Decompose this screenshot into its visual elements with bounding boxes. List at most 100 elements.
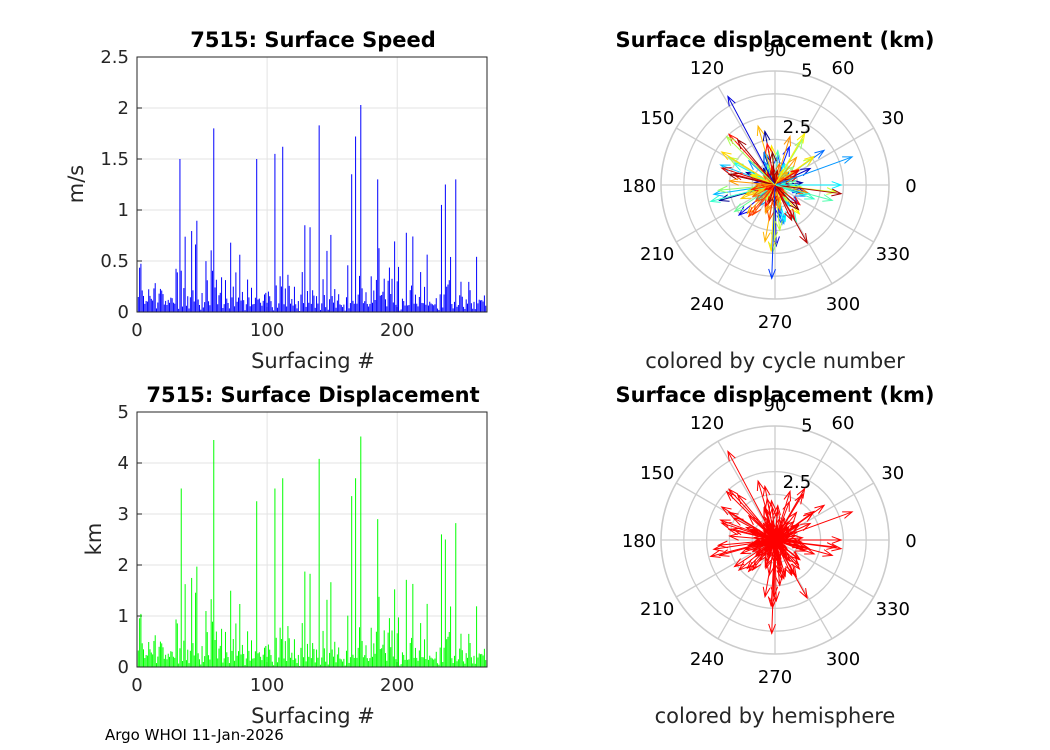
polar-cycle-arrow-head bbox=[786, 177, 795, 183]
polar-cycle-arrow-head bbox=[777, 213, 786, 226]
polar-cycle-chart: Surface displacement (km) colored by cyc… bbox=[615, 28, 934, 373]
polar-cycle-arrow-head bbox=[799, 232, 808, 245]
polar-hemisphere-arrow-head bbox=[763, 541, 769, 546]
polar-hemisphere-arrow-shaft bbox=[774, 539, 833, 556]
polar-cycle-arrow-head bbox=[804, 155, 816, 166]
polar-cycle-angle-label: 180 bbox=[622, 176, 656, 197]
disp-ytick-label: 4 bbox=[118, 453, 129, 474]
polar-cycle-spoke bbox=[774, 184, 875, 243]
polar-hemisphere-arrow-head bbox=[751, 560, 762, 572]
footer-credit: Argo WHOI 11-Jan-2026 bbox=[105, 726, 284, 744]
polar-cycle-arrow-shaft bbox=[774, 184, 833, 201]
polar-cycle-arrow-head bbox=[751, 190, 761, 198]
polar-cycle-arrow-head bbox=[768, 268, 776, 280]
polar-cycle-arrow-head bbox=[822, 194, 834, 202]
polar-cycle-arrow-shaft bbox=[771, 184, 776, 279]
polar-hemisphere-arrow-head bbox=[775, 517, 781, 526]
polar-hemisphere-arrow-head bbox=[789, 555, 800, 566]
polar-hemisphere-arrow-shaft bbox=[774, 525, 778, 541]
polar-hemisphere-arrow-head bbox=[775, 531, 779, 535]
polar-hemisphere-arrow-head bbox=[786, 563, 796, 575]
polar-hemisphere-arrow-head bbox=[718, 549, 730, 557]
polar-hemisphere-arrow-head bbox=[739, 546, 752, 555]
polar-hemisphere-angle-label: 270 bbox=[758, 667, 792, 688]
polar-hemisphere-angle-label: 90 bbox=[764, 395, 787, 416]
displacement-chart-title: 7515: Surface Displacement bbox=[146, 383, 479, 407]
polar-hemisphere-arrow-head bbox=[744, 543, 756, 551]
polar-hemisphere-arrow-head bbox=[709, 550, 721, 558]
speed-ytick-label: 0 bbox=[118, 302, 129, 323]
polar-cycle-arrow-head bbox=[763, 150, 772, 162]
polar-cycle-arrow-head bbox=[790, 169, 801, 178]
polar-hemisphere-arrow-head bbox=[774, 575, 783, 587]
speed-ytick-label: 2 bbox=[118, 98, 129, 119]
speed-xtick-label: 200 bbox=[380, 320, 414, 341]
polar-hemisphere-arrow-head bbox=[778, 523, 784, 531]
polar-cycle-arrow-shaft bbox=[774, 133, 806, 186]
disp-ytick-label: 3 bbox=[118, 504, 129, 525]
polar-hemisphere-angle-label: 300 bbox=[826, 649, 860, 670]
speed-ytick-label: 1 bbox=[118, 200, 129, 221]
speed-plot-area bbox=[137, 57, 487, 312]
speed-ytick-label: 1.5 bbox=[100, 149, 129, 170]
polar-cycle-arrow-head bbox=[767, 187, 772, 191]
polar-hemisphere-arrow-head bbox=[789, 534, 798, 540]
polar-cycle-arrow-shaft bbox=[728, 134, 776, 186]
polar-cycle-angle-label: 60 bbox=[832, 58, 855, 79]
polar-hemisphere-arrow-head bbox=[728, 532, 740, 541]
polar-cycle-arrow-head bbox=[769, 150, 777, 162]
polar-cycle-arrow-head bbox=[772, 175, 775, 180]
speed-xtick-label: 0 bbox=[131, 320, 142, 341]
polar-hemisphere-arrow-shaft bbox=[729, 528, 776, 541]
polar-hemisphere-arrow-shaft bbox=[774, 524, 800, 541]
polar-cycle-arrow-shaft bbox=[774, 184, 781, 231]
polar-hemisphere-arrow-head bbox=[769, 505, 777, 517]
polar-cycle-arrow-head bbox=[783, 135, 792, 147]
polar-hemisphere-arrow-head bbox=[796, 487, 806, 499]
polar-cycle-arrow-head bbox=[775, 196, 780, 204]
polar-hemisphere-angle-label: 240 bbox=[690, 649, 724, 670]
speed-ytick-label: 0.5 bbox=[100, 251, 129, 272]
polar-hemisphere-arrow-head bbox=[814, 504, 826, 514]
polar-hemisphere-arrow-head bbox=[773, 504, 781, 516]
polar-hemisphere-arrow-head bbox=[831, 543, 843, 552]
polar-hemisphere-arrow-head bbox=[766, 565, 775, 577]
polar-hemisphere-arrow-head bbox=[778, 542, 782, 545]
polar-cycle-arrow-head bbox=[736, 138, 747, 150]
polar-hemisphere-radius-label: 2.5 bbox=[783, 472, 812, 493]
polar-cycle-arrow-head bbox=[763, 186, 769, 191]
polar-cycle-arrow-head bbox=[751, 205, 762, 217]
polar-cycle-arrow-head bbox=[775, 202, 782, 212]
polar-hemisphere-arrow-shaft bbox=[771, 507, 776, 541]
polar-hemisphere-arrow-head bbox=[774, 524, 779, 531]
polar-hemisphere-arrow-head bbox=[727, 450, 736, 462]
polar-cycle-arrow-head bbox=[765, 142, 773, 154]
polar-cycle-arrow-shaft bbox=[774, 169, 800, 186]
polar-hemisphere-arrow-head bbox=[787, 511, 798, 523]
polar-hemisphere-arrow-head bbox=[782, 525, 790, 533]
polar-hemisphere-arrow-head bbox=[765, 497, 773, 509]
polar-hemisphere-arrow-head bbox=[784, 533, 791, 538]
polar-hemisphere-arrow-head bbox=[754, 549, 763, 558]
polar-hemisphere-arrow-head bbox=[799, 587, 808, 600]
polar-hemisphere-arrow-head bbox=[772, 530, 775, 535]
polar-cycle-arrow-head bbox=[727, 95, 736, 107]
displacement-chart: 7515: Surface Displacement Surfacing # k… bbox=[82, 383, 488, 728]
polar-cycle-arrow-head bbox=[773, 149, 781, 161]
polar-hemisphere-arrow-head bbox=[751, 545, 761, 553]
polar-cycle-arrow-shaft bbox=[729, 180, 776, 186]
polar-cycle-arrow-head bbox=[831, 188, 843, 197]
polar-cycle-arrow-head bbox=[768, 197, 773, 205]
speed-xtick-label: 100 bbox=[250, 320, 284, 341]
polar-cycle-arrow-head bbox=[786, 208, 796, 220]
polar-cycle-arrow-head bbox=[790, 168, 800, 177]
polar-hemisphere-arrow-shaft bbox=[728, 489, 776, 541]
polar-cycle-arrow-head bbox=[767, 241, 776, 253]
polar-cycle-arrow-head bbox=[746, 185, 757, 193]
polar-hemisphere-angle-label: 330 bbox=[876, 599, 910, 620]
polar-cycle-angle-label: 30 bbox=[881, 108, 904, 129]
polar-cycle-arrow-shaft bbox=[774, 170, 778, 186]
polar-hemisphere-arrow-shaft bbox=[774, 491, 791, 541]
polar-hemisphere-arrow-shaft bbox=[751, 539, 776, 546]
polar-hemisphere-caption: colored by hemisphere bbox=[655, 704, 896, 728]
